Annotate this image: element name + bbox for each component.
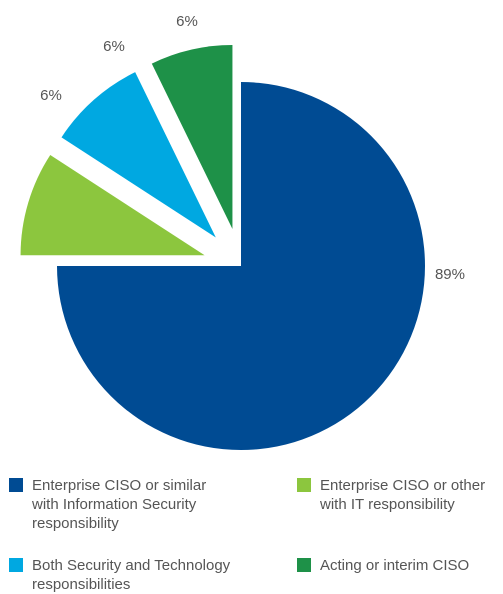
data-label-enterprise-ciso-infosec: 89% bbox=[435, 266, 465, 283]
pie-chart: 89% 6% 6% 6% bbox=[20, 13, 465, 450]
legend-swatch bbox=[297, 558, 311, 572]
legend-swatch bbox=[297, 478, 311, 492]
legend-label: Acting or interim CISO bbox=[320, 557, 470, 574]
slice-enterprise-ciso-it bbox=[20, 154, 205, 256]
legend-swatch bbox=[9, 558, 23, 572]
legend-label: Enterprise CISO or other with IT respons… bbox=[320, 477, 486, 513]
legend-swatch bbox=[9, 478, 23, 492]
slice-acting-interim-ciso bbox=[151, 44, 233, 229]
slice-security-and-technology bbox=[61, 72, 216, 238]
slice-enterprise-ciso-infosec bbox=[57, 82, 425, 450]
legend-label: Enterprise CISO or similar with Informat… bbox=[32, 477, 207, 532]
legend-label: Both Security and Technology responsibil… bbox=[32, 557, 231, 593]
data-label-acting-interim-ciso: 6% bbox=[176, 13, 198, 30]
legend-item-enterprise-ciso-it: Enterprise CISO or other with IT respons… bbox=[297, 476, 485, 514]
legend-item-enterprise-ciso-infosec: Enterprise CISO or similar with Informat… bbox=[9, 476, 206, 533]
data-label-security-and-technology: 6% bbox=[103, 38, 125, 55]
data-label-enterprise-ciso-it: 6% bbox=[40, 87, 62, 104]
legend-item-security-and-technology: Both Security and Technology responsibil… bbox=[9, 556, 230, 594]
legend-item-acting-interim-ciso: Acting or interim CISO bbox=[297, 556, 469, 575]
